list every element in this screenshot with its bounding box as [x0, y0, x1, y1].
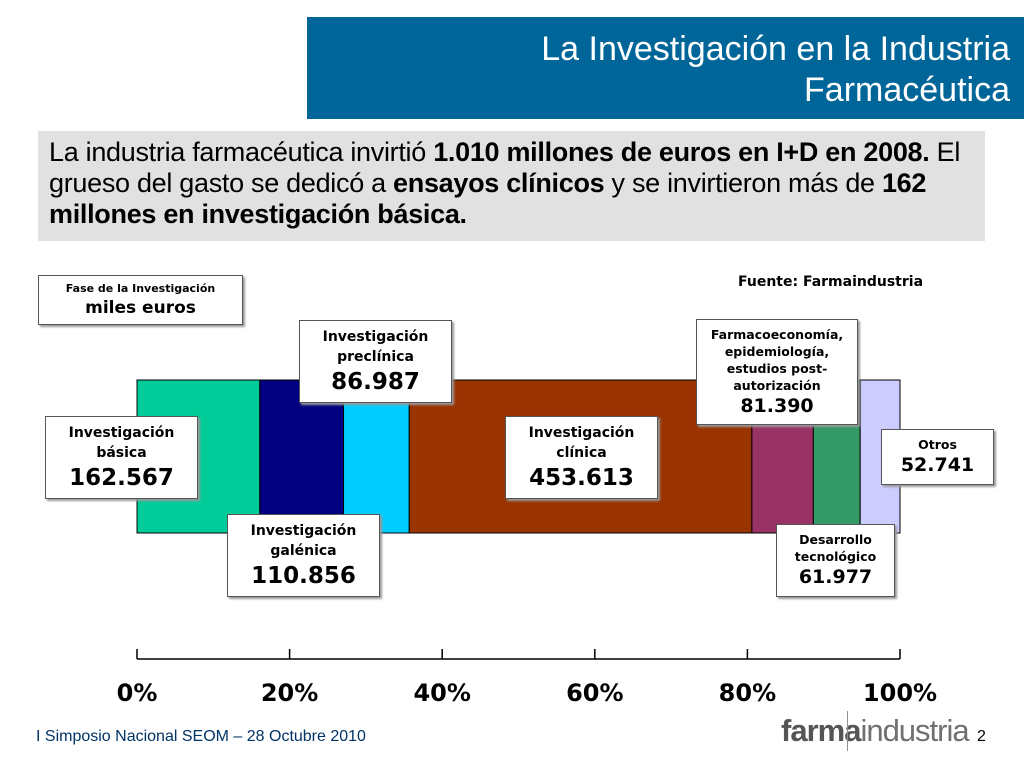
callout-desarrollo: Desarrollo tecnológico 61.977 [776, 524, 895, 597]
callout-label-line: tecnológico [794, 549, 877, 564]
intro-text: La industria farmacéutica invirtió 1.010… [49, 137, 974, 230]
callout-clinica: Investigación clínica 453.613 [505, 416, 658, 499]
footer-event: I Simposio Nacional SEOM – 28 Octubre 20… [36, 728, 366, 745]
callout-value: 110.856 [251, 563, 356, 589]
x-tick-label: 0% [117, 679, 158, 707]
intro-text-2: El grueso del gasto se dedicó a [49, 137, 961, 198]
logo-divider [847, 711, 848, 751]
callout-label-line: Otros [918, 437, 957, 452]
callout-value: 453.613 [529, 465, 634, 491]
callout-label-line: Desarrollo [799, 532, 872, 547]
callout-label-line: epidemiología, [724, 344, 830, 359]
farmaindustria-logo: farmaindustria [781, 709, 970, 753]
callout-preclinica: Investigación preclínica 86.987 [299, 320, 452, 403]
callout-label-line: preclínica [337, 349, 414, 365]
title-line-2: Farmacéutica [804, 71, 1010, 109]
intro-highlight-1: 1.010 millones de euros en I+D en 2008. [433, 137, 930, 167]
callout-galenica: Investigación galénica 110.856 [227, 514, 380, 597]
callout-label-line: Farmacoeconomía, [710, 327, 844, 342]
callout-label-line: básica [96, 445, 147, 461]
callout-value: 52.741 [900, 454, 975, 476]
callout-value: 61.977 [798, 566, 873, 588]
callout-label-line: autorización [733, 378, 821, 393]
title-bar: La Investigación en la Industria Farmacé… [307, 17, 1024, 119]
intro-highlight-3: 162 millones en investigación básica. [49, 168, 927, 229]
intro-text-3: y se invirtieron más de [604, 168, 882, 198]
intro-text-1: La industria farmacéutica invirtió [49, 137, 434, 167]
callout-value: 81.390 [740, 395, 814, 417]
logo-text-bold: farma [781, 713, 861, 748]
bar-segment-galenica [259, 379, 345, 534]
callout-label-line: Investigación [322, 329, 429, 345]
title-line-1: La Investigación en la Industria [541, 30, 1010, 68]
callout-label-line: Investigación [528, 425, 635, 441]
legend-title: Fase de la Investigación [65, 282, 216, 295]
callout-basica: Investigación básica 162.567 [45, 416, 198, 499]
page-number: 2 [977, 728, 986, 745]
callout-value: 162.567 [69, 465, 174, 491]
callout-label-line: estudios post- [726, 361, 828, 376]
callout-label-line: Investigación [250, 523, 357, 539]
callout-label-line: clínica [556, 445, 607, 461]
source-label: Fuente: Farmaindustria [738, 274, 924, 290]
callout-label-line: galénica [270, 543, 337, 559]
x-tick-label: 20% [261, 679, 318, 707]
intro-panel: La industria farmacéutica invirtió 1.010… [38, 131, 985, 241]
x-tick-label: 80% [719, 679, 776, 707]
callout-otros: Otros 52.741 [881, 429, 994, 485]
callout-label-line: Investigación [68, 425, 175, 441]
callout-value: 86.987 [331, 369, 420, 395]
x-tick-label: 40% [413, 679, 470, 707]
callout-farmacoeconomia: Farmacoeconomía, epidemiología, estudios p… [696, 319, 858, 425]
logo-text-rest: industria [860, 713, 969, 748]
x-tick-label: 60% [566, 679, 623, 707]
x-tick-label: 100% [863, 679, 937, 707]
intro-highlight-2: ensayos clínicos [393, 168, 605, 198]
page-title: La Investigación en la Industria Farmacé… [541, 29, 1010, 111]
legend-unit: miles euros [85, 298, 196, 318]
legend-box: Fase de la Investigación miles euros [38, 275, 243, 325]
